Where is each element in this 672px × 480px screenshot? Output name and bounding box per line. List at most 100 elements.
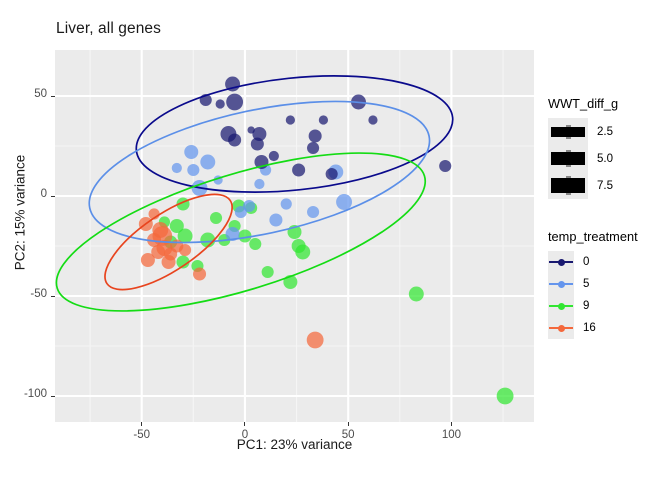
page-title: Liver, all genes (56, 20, 161, 37)
plot-panel (55, 50, 534, 422)
size-swatch-notch-top (565, 150, 571, 153)
x-tick-mark (450, 422, 452, 426)
y-tick-label: -100 (23, 388, 47, 400)
x-tick-mark (347, 422, 349, 426)
data-point (336, 194, 353, 210)
data-point (496, 387, 514, 405)
data-point (280, 198, 292, 210)
data-point (318, 115, 329, 125)
color-legend-label: 5 (583, 278, 590, 290)
color-legend-swatch (548, 317, 574, 339)
data-point (169, 219, 184, 233)
size-legend-swatch (548, 118, 588, 145)
data-point (179, 243, 192, 257)
y-tick-label: 50 (34, 88, 47, 100)
data-point (238, 229, 252, 243)
color-legend-dot (557, 280, 565, 288)
y-tick-mark (51, 395, 55, 397)
data-point (226, 93, 244, 111)
data-point (193, 267, 207, 281)
color-legend-item-16[interactable]: 16 (548, 317, 672, 339)
size-legend-keys: 2.5 5.0 7.5 (548, 118, 672, 199)
data-point (295, 244, 311, 260)
size-legend-item: 7.5 (548, 172, 672, 199)
size-swatch-notch-top (565, 176, 571, 178)
data-point (307, 141, 320, 155)
data-point (200, 154, 216, 170)
color-legend-item-0[interactable]: 0 (548, 251, 672, 273)
x-tick-mark (244, 422, 246, 426)
size-legend: WWT_diff_g 2.5 5.0 7.5 (548, 96, 672, 199)
y-tick-mark (51, 95, 55, 97)
data-point (325, 167, 338, 181)
color-legend-item-9[interactable]: 9 (548, 295, 672, 317)
data-point (368, 115, 378, 125)
data-point (200, 232, 216, 248)
data-point (408, 286, 424, 302)
color-legend-item-5[interactable]: 5 (548, 273, 672, 295)
data-point (269, 213, 283, 227)
data-point (252, 127, 267, 141)
size-legend-title: WWT_diff_g (548, 96, 619, 111)
confidence-ellipse-0 (135, 75, 454, 193)
data-point (215, 99, 225, 109)
y-tick-label: -50 (30, 288, 47, 300)
color-legend-swatch (548, 273, 574, 295)
data-point (151, 245, 166, 259)
data-point (176, 255, 190, 269)
x-axis-title: PC1: 23% variance (236, 437, 353, 452)
data-point (292, 163, 306, 177)
size-legend-label: 5.0 (597, 152, 613, 165)
confidence-ellipse-5 (88, 100, 431, 244)
size-legend-item: 5.0 (548, 145, 672, 172)
data-point (171, 162, 182, 174)
data-point (268, 150, 279, 162)
data-point (254, 178, 265, 190)
color-legend: temp_treatment 0 5 9 16 (548, 229, 672, 339)
size-swatch-notch-bottom (565, 193, 571, 195)
data-point (140, 253, 155, 267)
data-point (225, 227, 240, 241)
color-legend-keys: 0 5 9 16 (548, 251, 672, 339)
size-swatch-notch-top (565, 124, 571, 127)
scatter-series-5 (171, 145, 353, 241)
data-point (243, 199, 256, 213)
size-swatch-bar (551, 152, 585, 165)
x-tick-label: 100 (441, 429, 461, 441)
x-tick-label: 0 (241, 429, 249, 441)
data-point (225, 76, 241, 92)
confidence-ellipse-16 (104, 193, 233, 291)
y-tick-label: 0 (40, 188, 47, 200)
data-point (177, 228, 193, 244)
color-legend-label: 0 (583, 256, 590, 268)
data-point (147, 233, 162, 247)
scatter-series-9 (158, 197, 514, 405)
y-tick-mark (51, 195, 55, 197)
x-tick-label: 50 (341, 429, 355, 441)
size-swatch-notch-bottom (565, 136, 571, 139)
legend-container: WWT_diff_g 2.5 5.0 7.5 temp_treatment 0 5 9 1… (548, 96, 672, 345)
size-legend-item: 2.5 (548, 118, 672, 145)
data-point (187, 163, 200, 177)
data-point (307, 205, 320, 219)
data-point (249, 237, 262, 251)
data-point (439, 159, 452, 173)
x-tick-label: -50 (133, 429, 151, 441)
color-legend-swatch (548, 251, 574, 273)
color-legend-dot (557, 324, 565, 332)
color-legend-dot (557, 302, 565, 310)
data-point (306, 331, 324, 349)
size-legend-swatch (548, 145, 588, 172)
size-legend-swatch (548, 172, 588, 199)
x-tick-mark (141, 422, 143, 426)
size-legend-label: 2.5 (597, 125, 613, 138)
data-point (285, 115, 295, 125)
y-axis-title: PC2: 15% variance (12, 154, 28, 271)
color-legend-title: temp_treatment (548, 229, 638, 244)
data-point (308, 129, 322, 143)
color-legend-dot (557, 258, 565, 266)
data-point (250, 137, 264, 151)
data-point (161, 255, 176, 269)
color-legend-swatch (548, 295, 574, 317)
